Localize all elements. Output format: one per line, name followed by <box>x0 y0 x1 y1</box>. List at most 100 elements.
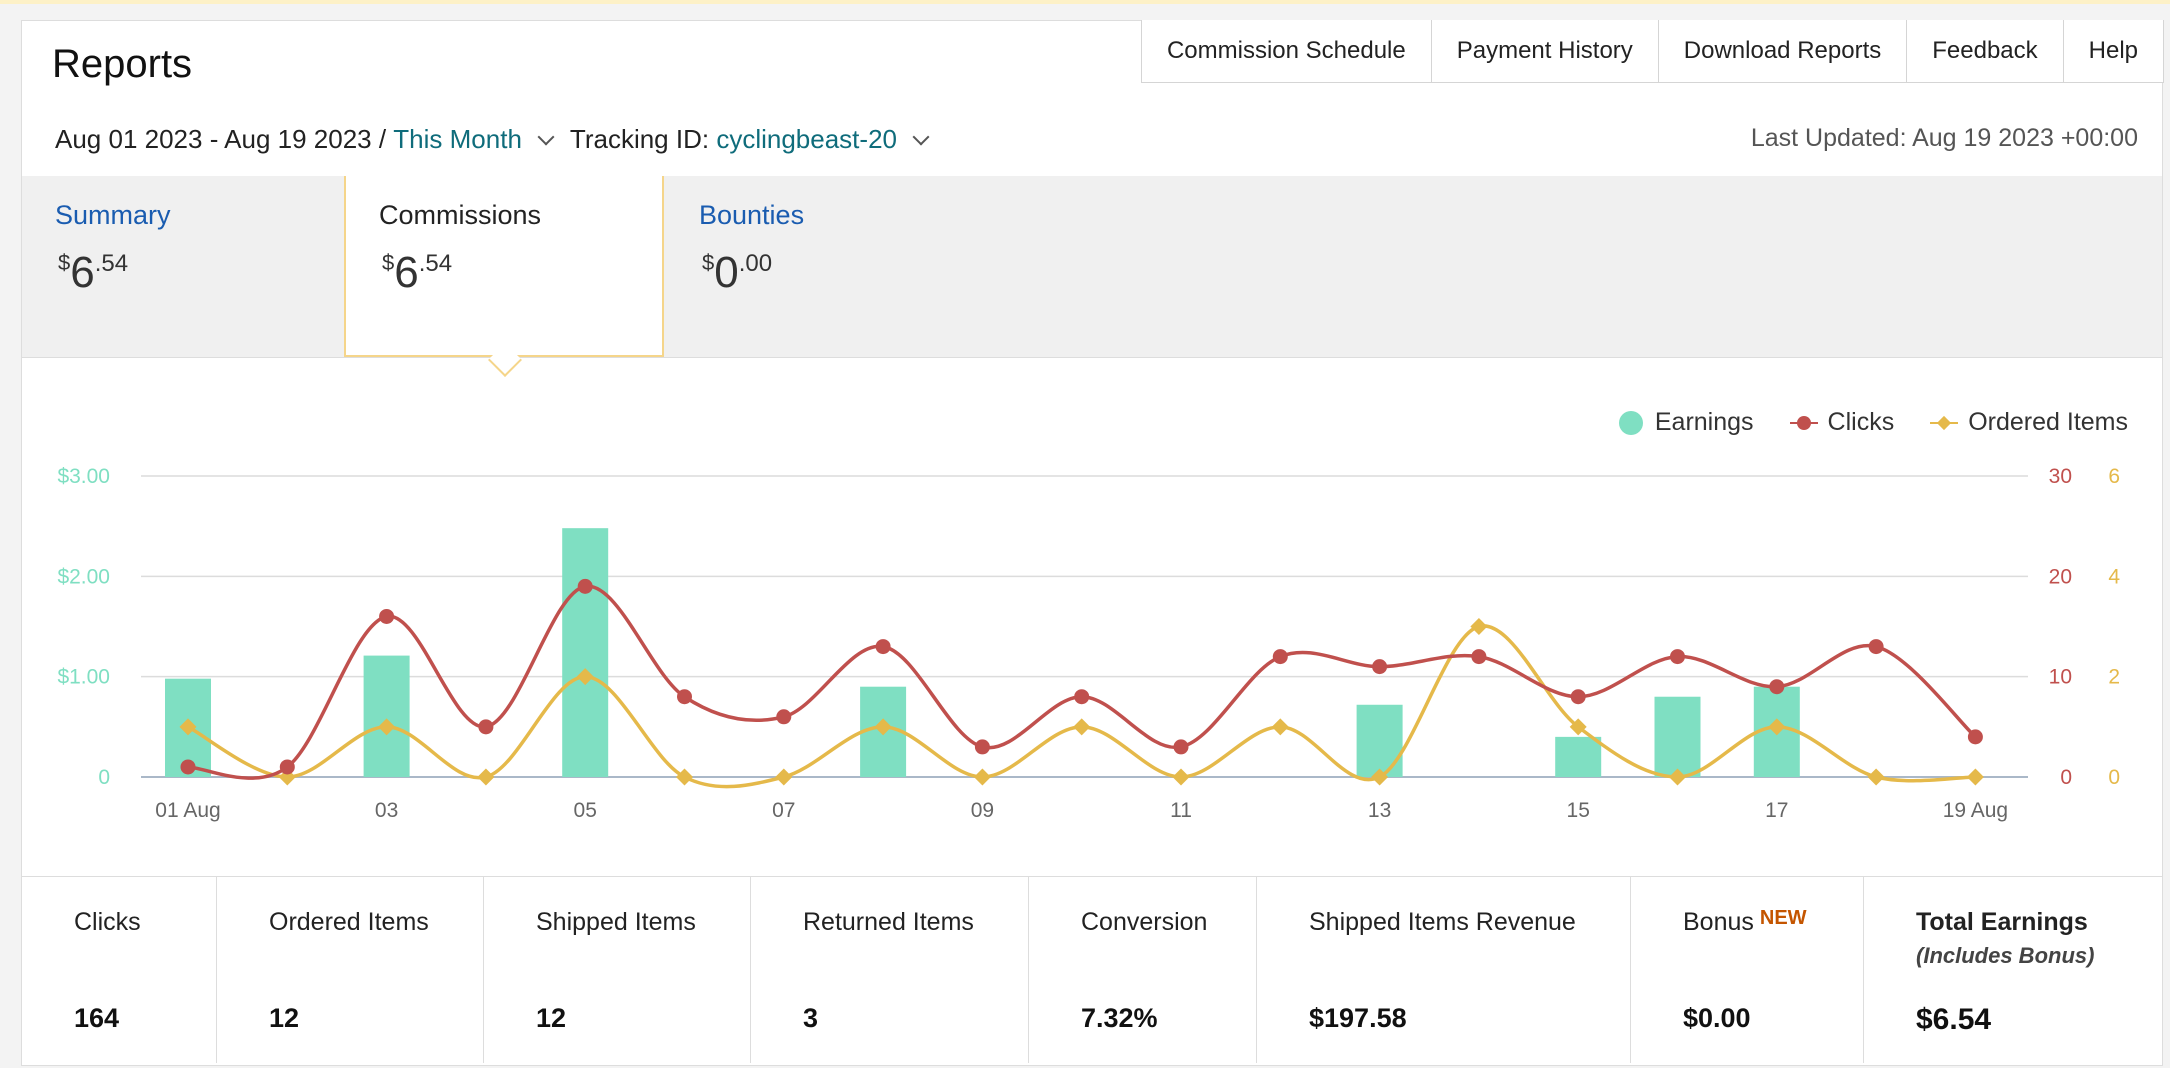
clicks-point <box>1670 649 1685 665</box>
stat-value: 12 <box>536 1003 567 1033</box>
legend-ordered-label: Ordered Items <box>1968 408 2128 436</box>
clicks-point <box>1967 729 1983 745</box>
ordered-items-point <box>1073 718 1091 736</box>
ordered-items-point <box>477 768 495 786</box>
clicks-point <box>1769 679 1785 695</box>
legend-earnings-label: Earnings <box>1654 408 1754 436</box>
help-link[interactable]: Help <box>2062 20 2164 83</box>
clicks-point <box>577 578 593 594</box>
download-reports-link[interactable]: Download Reports <box>1657 20 1908 83</box>
y-right-clicks-tick-label: 10 <box>2049 666 2072 689</box>
clicks-point <box>478 719 494 735</box>
ordered-items-point <box>1867 768 1885 786</box>
ordered-items-point <box>973 768 991 786</box>
clicks-point <box>677 689 692 705</box>
earnings-bar <box>562 528 609 777</box>
report-tabs: Summary $6.54 Commissions $6.54 Bounties… <box>22 176 2162 377</box>
clicks-swatch <box>1789 415 1818 430</box>
x-tick-label: 05 <box>574 799 597 822</box>
ordered-items-point <box>1371 768 1389 786</box>
stat-label: Shipped Items <box>536 908 696 936</box>
top-notice-strip <box>0 0 2170 4</box>
stat-total-earnings: Total Earnings (Includes Bonus) $6.54 <box>1864 877 2162 1063</box>
x-tick-label: 01 Aug <box>155 799 220 822</box>
new-badge: NEW <box>1759 907 1807 929</box>
report-filters: Aug 01 2023 - Aug 19 2023 / This Month T… <box>55 124 945 155</box>
legend-clicks[interactable]: Clicks <box>1789 408 1895 437</box>
ordered-items-point <box>1966 768 1984 786</box>
y-left-tick-label: 0 <box>98 766 110 789</box>
commission-schedule-link[interactable]: Commission Schedule <box>1140 20 1432 83</box>
tab-commissions[interactable]: Commissions $6.54 <box>344 176 664 377</box>
y-right-clicks-tick-label: 30 <box>2049 465 2072 488</box>
stat-value: 12 <box>269 1003 300 1033</box>
ordered-items-point <box>676 768 693 786</box>
payment-history-link[interactable]: Payment History <box>1430 20 1659 83</box>
tab-bounties[interactable]: Bounties $0.00 <box>666 176 986 357</box>
date-range: Aug 01 2023 - Aug 19 2023 / <box>55 124 387 154</box>
clicks-point <box>1570 689 1586 705</box>
earnings-bar <box>1555 736 1602 777</box>
top-nav: Commission Schedule Payment History Down… <box>1140 20 2164 83</box>
x-tick-label: 15 <box>1567 799 1590 822</box>
stat-value: $0.00 <box>1683 1003 1751 1033</box>
x-tick-label: 11 <box>1170 799 1192 822</box>
stat-label: Bonus NEW <box>1683 905 1807 939</box>
tracking-id-dropdown[interactable]: cyclingbeast-20 <box>716 124 897 154</box>
earnings-chart: 0 0 0 $1.00 10 2 $2.00 20 4 $3.00 30 6 01 Aug 03 05 07 0… <box>57 465 2120 822</box>
page-title: Reports <box>52 42 193 86</box>
tab-commissions-label[interactable]: Commissions <box>379 200 542 230</box>
stat-ordered-items: Ordered Items 12 <box>217 877 484 1063</box>
clicks-point <box>1372 659 1388 675</box>
ordered-items-point <box>179 718 197 736</box>
chart-legend: Earnings Clicks Ordered Items <box>1583 408 2128 437</box>
y-left-tick-label: $1.00 <box>57 666 110 689</box>
clicks-point <box>1074 689 1090 705</box>
stat-value: 164 <box>74 1003 120 1033</box>
ordered-items-point <box>874 718 892 736</box>
feedback-link[interactable]: Feedback <box>1906 20 2064 83</box>
ordered-items-point <box>378 718 396 736</box>
tab-bounties-label[interactable]: Bounties <box>699 200 805 230</box>
stat-value: 3 <box>803 1003 819 1033</box>
includes-bonus-note: (Includes Bonus) <box>1916 943 2095 968</box>
amount-cents: .54 <box>418 250 453 277</box>
bonus-label: Bonus <box>1683 908 1754 936</box>
stat-clicks: Clicks 164 <box>22 877 217 1063</box>
ordered-items-point <box>1768 718 1786 736</box>
stat-label: Ordered Items <box>269 908 429 936</box>
x-tick-label: 19 Aug <box>1943 799 2008 822</box>
commissions-amount: $6.54 <box>382 248 452 298</box>
stat-shipped-revenue: Shipped Items Revenue $197.58 <box>1257 877 1631 1063</box>
amount-cents: .00 <box>738 250 773 277</box>
stat-returned-items: Returned Items 3 <box>751 877 1029 1063</box>
legend-clicks-label: Clicks <box>1827 408 1895 436</box>
earnings-swatch <box>1618 410 1643 435</box>
clicks-point <box>1173 739 1189 755</box>
clicks-point <box>875 639 891 655</box>
earnings-bar <box>1654 696 1701 777</box>
legend-ordered-items[interactable]: Ordered Items <box>1930 408 2128 437</box>
last-updated: Last Updated: Aug 19 2023 +00:00 <box>1750 124 2138 152</box>
tab-summary-label[interactable]: Summary <box>55 200 171 230</box>
ordered-items-point <box>1569 718 1587 736</box>
legend-earnings[interactable]: Earnings <box>1618 408 1754 437</box>
x-tick-label: 17 <box>1765 799 1788 822</box>
x-tick-label: 03 <box>375 799 398 822</box>
y-right-ordered-tick-label: 4 <box>2108 565 2120 588</box>
period-dropdown[interactable]: This Month <box>393 124 522 154</box>
tab-summary[interactable]: Summary $6.54 <box>22 176 342 357</box>
x-tick-label: 09 <box>971 799 994 822</box>
ordered-items-point <box>576 668 594 686</box>
y-right-ordered-tick-label: 0 <box>2108 766 2120 789</box>
clicks-point <box>776 709 792 725</box>
earnings-bar <box>363 655 410 777</box>
stat-value: 7.32% <box>1081 1003 1158 1033</box>
amount-whole: 6 <box>70 248 95 297</box>
clicks-point <box>1272 649 1288 665</box>
total-earnings-label: Total Earnings <box>1916 908 2088 936</box>
x-tick-label: 07 <box>772 799 795 822</box>
currency-symbol: $ <box>58 250 71 275</box>
y-left-tick-label: $2.00 <box>57 565 110 588</box>
clicks-point <box>1868 639 1884 655</box>
